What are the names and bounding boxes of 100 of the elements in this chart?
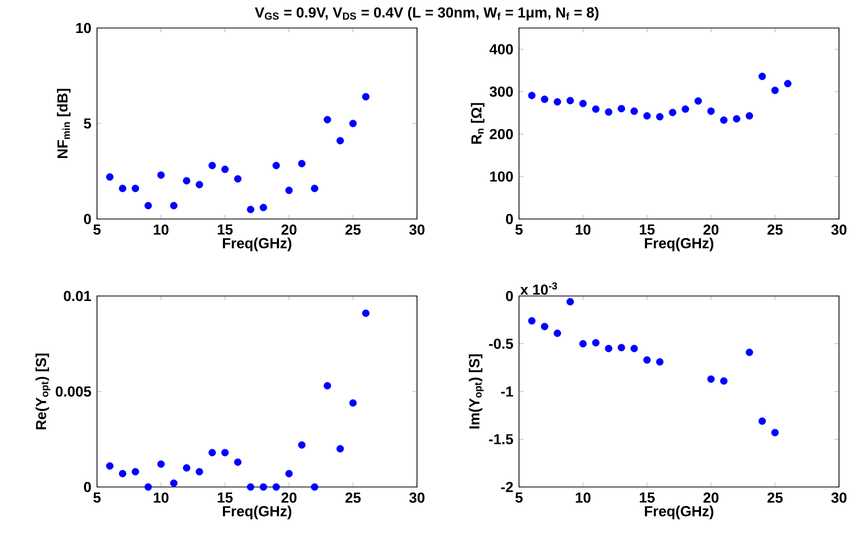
x-tick-label: 20 (703, 492, 718, 503)
x-tick-label: 5 (515, 492, 523, 503)
point (298, 441, 306, 449)
x-tick-label: 10 (154, 492, 168, 503)
point (630, 107, 638, 115)
point (604, 344, 612, 352)
point (132, 184, 140, 192)
x-tick-label: 15 (218, 224, 233, 235)
y-tick-label: 10 (76, 22, 91, 34)
chart-title: V$_{GS}$ = 0.9V, V$_{DS}$ = 0.4V (L = 30nm, W$_{f}$ = 1μm, N$_{f}$ = 8) (254, 6, 598, 20)
x-tick-label: 25 (767, 492, 783, 503)
point (324, 116, 332, 124)
point (528, 317, 536, 325)
point (758, 72, 766, 80)
x-tick-label: 15 (640, 224, 655, 235)
point (260, 483, 268, 491)
y-axis-title: NF$_{min}$ [dB] (56, 88, 70, 158)
x-axis-title: Freq(GHz) (222, 506, 292, 520)
point (540, 322, 548, 330)
point (579, 340, 587, 348)
x-axis-title: Freq(GHz) (644, 506, 714, 520)
point (246, 206, 254, 214)
x-tick-label: 15 (640, 492, 655, 503)
point (234, 458, 242, 466)
x-tick-label: 20 (703, 224, 718, 235)
point (720, 116, 728, 124)
point (272, 162, 280, 170)
point (618, 344, 626, 352)
point (656, 358, 664, 366)
point (132, 468, 140, 476)
point (554, 330, 562, 337)
x-tick-label: 15 (218, 492, 233, 503)
y-axis-title: R$_{n}$ [Ω] (470, 103, 484, 144)
point (771, 86, 779, 94)
point (310, 184, 318, 192)
point (746, 112, 754, 120)
point (285, 186, 293, 194)
x-tick-label: 30 (831, 224, 846, 235)
y-tick-label: -1.5 (489, 434, 514, 444)
point (554, 98, 562, 106)
point (298, 160, 306, 168)
x-tick-label: 5 (93, 224, 101, 235)
point (144, 483, 152, 491)
x-tick-label: 10 (576, 492, 590, 503)
point (208, 162, 216, 170)
point (720, 377, 728, 385)
point (694, 97, 702, 105)
point (784, 80, 792, 88)
y-tick-label: 0 (84, 214, 91, 224)
y-axis-title: Re(Y$_{opt}$) [S] (36, 354, 50, 430)
x-tick-label: 25 (345, 492, 361, 503)
point (170, 479, 178, 487)
point (732, 115, 740, 123)
point (182, 177, 190, 184)
point (182, 464, 190, 472)
point (707, 107, 715, 115)
point (668, 108, 676, 116)
point (285, 470, 293, 478)
point (144, 202, 152, 210)
point (540, 96, 548, 104)
x-axis-title: Freq(GHz) (644, 238, 714, 252)
y-tick-label: 5 (84, 118, 92, 129)
x-tick-label: 25 (767, 224, 783, 235)
point (336, 445, 344, 452)
y-tick-label: 0 (506, 214, 513, 224)
y-tick-label: 300 (490, 86, 513, 97)
x-axis-title: Freq(GHz) (222, 238, 292, 252)
point (566, 298, 574, 306)
point (208, 448, 216, 456)
point (324, 382, 332, 390)
point (643, 356, 651, 364)
point (566, 96, 574, 104)
point (707, 375, 715, 383)
point (221, 448, 229, 456)
point (362, 309, 370, 317)
y-tick-label: 100 (490, 171, 513, 182)
point (758, 417, 766, 425)
point (592, 105, 600, 113)
point (656, 113, 664, 120)
point (336, 136, 344, 144)
x-tick-label: 5 (93, 492, 101, 503)
point (196, 468, 204, 476)
x-tick-label: 30 (409, 492, 424, 503)
y-tick-label: -1 (501, 386, 514, 396)
y-tick-label: 400 (490, 44, 513, 54)
point (196, 180, 204, 188)
point (170, 202, 178, 210)
point (349, 120, 357, 128)
point (643, 112, 651, 120)
point (362, 93, 370, 100)
point (246, 483, 254, 491)
point (118, 470, 126, 478)
text: x 10$^{-3}$ (520, 282, 558, 295)
y-tick-label: -2 (501, 482, 513, 492)
y-tick-label: -0.5 (489, 338, 514, 349)
x-tick-label: 30 (831, 492, 846, 503)
point (528, 92, 536, 100)
point (682, 105, 690, 113)
point (618, 104, 626, 112)
y-tick-label: 0 (84, 482, 91, 492)
